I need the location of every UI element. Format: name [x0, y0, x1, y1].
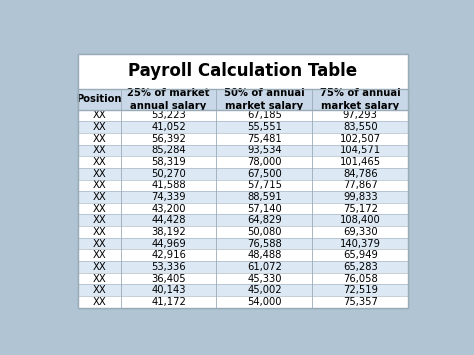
Text: 57,140: 57,140	[247, 204, 282, 214]
Text: 45,330: 45,330	[247, 274, 282, 284]
Text: 36,405: 36,405	[151, 274, 186, 284]
Text: 41,052: 41,052	[151, 122, 186, 132]
Text: 140,379: 140,379	[340, 239, 381, 248]
Text: 85,284: 85,284	[151, 145, 186, 155]
FancyBboxPatch shape	[78, 168, 408, 180]
Text: 67,500: 67,500	[247, 169, 282, 179]
FancyBboxPatch shape	[78, 250, 408, 261]
Text: XX: XX	[92, 110, 106, 120]
Text: 104,571: 104,571	[340, 145, 381, 155]
Text: 42,916: 42,916	[151, 250, 186, 260]
Text: XX: XX	[92, 122, 106, 132]
Text: 101,465: 101,465	[340, 157, 381, 167]
Text: 25% of market
annual salary: 25% of market annual salary	[128, 88, 210, 110]
Text: 84,786: 84,786	[343, 169, 378, 179]
Text: 72,519: 72,519	[343, 285, 378, 295]
Text: XX: XX	[92, 192, 106, 202]
Text: 65,949: 65,949	[343, 250, 378, 260]
FancyBboxPatch shape	[78, 191, 408, 203]
Text: 41,588: 41,588	[151, 180, 186, 190]
FancyBboxPatch shape	[78, 180, 408, 191]
FancyBboxPatch shape	[78, 156, 408, 168]
Text: 50,270: 50,270	[151, 169, 186, 179]
Text: 50,080: 50,080	[247, 227, 282, 237]
FancyBboxPatch shape	[78, 110, 408, 121]
Text: 75,357: 75,357	[343, 297, 378, 307]
Text: XX: XX	[92, 157, 106, 167]
Text: XX: XX	[92, 274, 106, 284]
Text: 78,000: 78,000	[247, 157, 282, 167]
Text: 64,829: 64,829	[247, 215, 282, 225]
FancyBboxPatch shape	[78, 54, 408, 308]
FancyBboxPatch shape	[78, 238, 408, 250]
Text: 76,588: 76,588	[247, 239, 282, 248]
Text: 45,002: 45,002	[247, 285, 282, 295]
FancyBboxPatch shape	[78, 133, 408, 144]
Text: 44,428: 44,428	[151, 215, 186, 225]
Text: 74,339: 74,339	[151, 192, 186, 202]
Text: 75,172: 75,172	[343, 204, 378, 214]
FancyBboxPatch shape	[78, 89, 408, 110]
Text: 44,969: 44,969	[151, 239, 186, 248]
Text: 76,058: 76,058	[343, 274, 378, 284]
Text: 53,336: 53,336	[151, 262, 186, 272]
Text: XX: XX	[92, 227, 106, 237]
Text: XX: XX	[92, 250, 106, 260]
Text: 83,550: 83,550	[343, 122, 378, 132]
Text: XX: XX	[92, 262, 106, 272]
FancyBboxPatch shape	[78, 203, 408, 214]
Text: 55,551: 55,551	[247, 122, 282, 132]
FancyBboxPatch shape	[78, 144, 408, 156]
FancyBboxPatch shape	[78, 121, 408, 133]
Text: XX: XX	[92, 297, 106, 307]
FancyBboxPatch shape	[78, 284, 408, 296]
Text: 43,200: 43,200	[151, 204, 186, 214]
Text: 57,715: 57,715	[247, 180, 282, 190]
Text: XX: XX	[92, 215, 106, 225]
Text: 41,172: 41,172	[151, 297, 186, 307]
FancyBboxPatch shape	[78, 214, 408, 226]
Text: 40,143: 40,143	[151, 285, 186, 295]
Text: 108,400: 108,400	[340, 215, 381, 225]
Text: 77,867: 77,867	[343, 180, 378, 190]
Text: 48,488: 48,488	[247, 250, 282, 260]
Text: 102,507: 102,507	[340, 134, 381, 144]
Text: 93,534: 93,534	[247, 145, 282, 155]
Text: XX: XX	[92, 180, 106, 190]
Text: 38,192: 38,192	[151, 227, 186, 237]
Text: 88,591: 88,591	[247, 192, 282, 202]
Text: 56,392: 56,392	[151, 134, 186, 144]
Text: XX: XX	[92, 204, 106, 214]
Text: 75,481: 75,481	[247, 134, 282, 144]
Text: XX: XX	[92, 239, 106, 248]
FancyBboxPatch shape	[78, 54, 408, 89]
Text: 75% of annual
market salary: 75% of annual market salary	[320, 88, 401, 110]
FancyBboxPatch shape	[78, 273, 408, 284]
Text: 65,283: 65,283	[343, 262, 378, 272]
Text: Position: Position	[76, 94, 122, 104]
Text: 69,330: 69,330	[343, 227, 378, 237]
FancyBboxPatch shape	[78, 261, 408, 273]
Text: 53,223: 53,223	[151, 110, 186, 120]
Text: 97,293: 97,293	[343, 110, 378, 120]
Text: 99,833: 99,833	[343, 192, 378, 202]
Text: XX: XX	[92, 169, 106, 179]
Text: 50% of annual
market salary: 50% of annual market salary	[224, 88, 305, 110]
Text: 67,185: 67,185	[247, 110, 282, 120]
Text: 54,000: 54,000	[247, 297, 282, 307]
Text: 61,072: 61,072	[247, 262, 282, 272]
Text: 58,319: 58,319	[151, 157, 186, 167]
Text: Payroll Calculation Table: Payroll Calculation Table	[128, 62, 357, 80]
FancyBboxPatch shape	[78, 226, 408, 238]
FancyBboxPatch shape	[78, 296, 408, 308]
Text: XX: XX	[92, 145, 106, 155]
Text: XX: XX	[92, 134, 106, 144]
Text: XX: XX	[92, 285, 106, 295]
